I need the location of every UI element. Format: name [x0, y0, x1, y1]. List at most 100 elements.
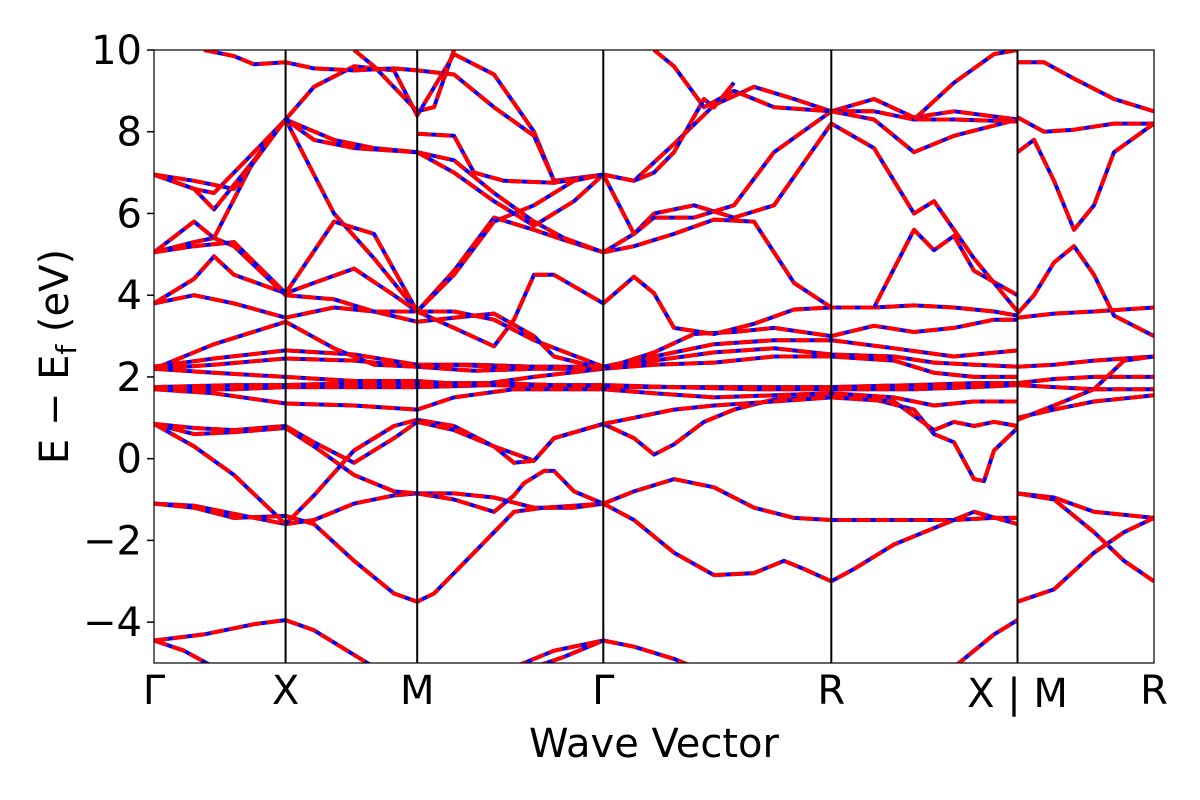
y-tick-label: −2 [83, 518, 142, 564]
band-line-solid [154, 618, 372, 663]
band-25 [203, 50, 556, 182]
band-line-dashed [912, 50, 1018, 121]
band-30 [1017, 60, 1154, 114]
band-lines [154, 50, 1154, 663]
x-tick-label: R [817, 668, 845, 714]
band-41 [1016, 516, 1154, 604]
band-line-dashed [539, 638, 605, 663]
y-tick-label: 2 [117, 355, 142, 401]
band-line-dashed [154, 354, 1018, 388]
x-tick-label: X [272, 668, 299, 714]
band-11 [154, 381, 1018, 390]
band-line-dashed [1017, 60, 1154, 114]
y-axis-label-main: E − E [32, 355, 78, 465]
x-tick-label: Γ [143, 668, 166, 714]
band-line-dashed [1016, 516, 1154, 604]
band-line-dashed [1016, 354, 1154, 422]
band-3 [539, 638, 605, 663]
band-line-dashed [154, 117, 1019, 314]
band-line-solid [912, 50, 1018, 121]
band-20 [154, 117, 1019, 314]
band-line-dashed [1016, 115, 1154, 134]
band-line-dashed [1017, 491, 1154, 520]
band-line-dashed [154, 346, 1018, 373]
band-line-dashed [154, 293, 604, 371]
band-line-dashed [154, 618, 372, 663]
band-line-dashed [154, 317, 1018, 371]
y-tick-label: −4 [83, 600, 142, 646]
band-27 [417, 81, 736, 185]
kpoint-lines [284, 50, 1019, 663]
band-8 [154, 395, 1019, 527]
band-line-dashed [1017, 491, 1154, 583]
band-line-dashed [955, 618, 1019, 663]
band-line-dashed [1017, 305, 1154, 320]
y-axis-label-unit: (eV) [32, 249, 78, 345]
band-line-dashed [1017, 393, 1154, 420]
band-line-solid [154, 52, 604, 191]
band-36 [1017, 374, 1154, 386]
band-9 [154, 395, 1018, 465]
band-line-dashed [154, 501, 1019, 604]
band-24 [154, 52, 604, 191]
plot-frame [153, 49, 1155, 664]
band-42 [1017, 491, 1154, 583]
band-39 [1016, 354, 1154, 422]
band-14 [154, 346, 1018, 373]
x-tick-label: R [1140, 668, 1168, 714]
band-12 [154, 387, 1018, 412]
band-4 [955, 618, 1019, 663]
band-line-dashed [1016, 121, 1154, 232]
y-axis-label-subscript: f [50, 344, 83, 355]
band-line-solid [154, 254, 1018, 349]
band-22 [154, 84, 1018, 228]
band-line-dashed [154, 338, 1018, 369]
x-axis-label: Wave Vector [529, 721, 780, 767]
x-tick-label: X | M [967, 671, 1068, 717]
band-line-dashed [1016, 244, 1154, 338]
band-0 [154, 618, 372, 663]
band-16 [154, 317, 1018, 371]
x-axis: Γ X M Γ R X | M R [143, 668, 1168, 717]
band-34 [1016, 244, 1154, 338]
band-38 [1017, 393, 1154, 420]
band-32 [1016, 121, 1154, 232]
band-line-dashed [417, 81, 736, 185]
band-line-dashed [154, 395, 1018, 465]
band-19 [154, 236, 605, 369]
band-line-dashed [154, 638, 211, 663]
band-line-solid [154, 84, 1018, 228]
band-line-dashed [154, 395, 1019, 527]
band-31 [1016, 115, 1154, 134]
band-line-dashed [154, 52, 604, 191]
band-line-dashed [154, 387, 1018, 412]
band-6 [154, 501, 1019, 604]
y-tick-label: 10 [91, 28, 142, 74]
band-line-dashed [203, 50, 556, 182]
y-axis-label: E − Ef (eV) [32, 249, 83, 464]
y-axis: −4 −2 0 2 4 6 8 10 [83, 28, 154, 646]
band-13 [154, 354, 1018, 388]
band-line-dashed [154, 381, 1018, 390]
band-line-dashed [652, 50, 1018, 155]
band-line-solid [518, 638, 690, 663]
band-line-dashed [1017, 354, 1154, 369]
y-tick-label: 8 [117, 110, 142, 156]
band-29 [912, 50, 1018, 121]
band-line-dashed [1017, 374, 1154, 386]
band-line-dashed [154, 254, 1018, 349]
band-37 [1017, 383, 1154, 392]
band-2 [518, 638, 690, 663]
y-tick-label: 6 [117, 191, 142, 237]
band-28 [652, 50, 1018, 155]
band-35 [1017, 354, 1154, 369]
band-line-dashed [1017, 383, 1154, 392]
band-line-dashed [154, 236, 605, 369]
y-tick-label: 0 [117, 437, 142, 483]
x-tick-label: M [400, 668, 435, 714]
band-line-dashed [154, 84, 1018, 228]
band-18 [154, 254, 1018, 349]
band-33 [1017, 305, 1154, 320]
x-tick-label: Γ [592, 668, 615, 714]
